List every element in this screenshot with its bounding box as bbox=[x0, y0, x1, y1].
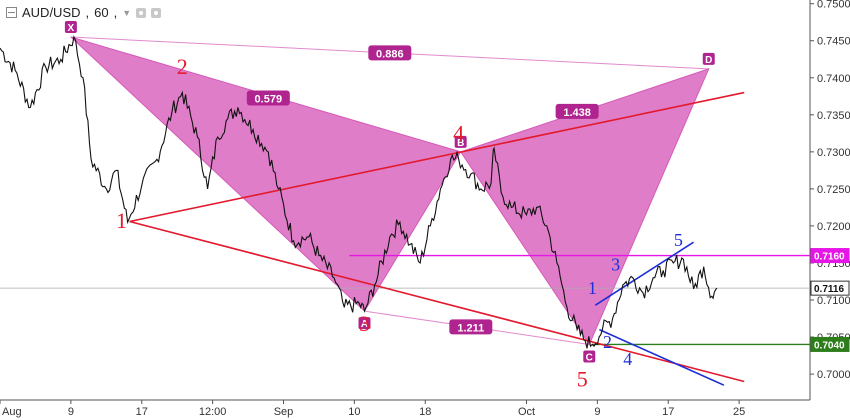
ratio-label: 0.886 bbox=[368, 45, 412, 61]
wave-label-blue: 1 bbox=[588, 278, 597, 298]
pattern-point-bg bbox=[702, 52, 715, 65]
collapse-icon[interactable] bbox=[6, 7, 17, 18]
wave-label-blue: 2 bbox=[603, 332, 612, 352]
y-tick-label: 0.7500 bbox=[817, 0, 850, 11]
pattern-point-text: B bbox=[457, 138, 464, 149]
y-tick-label: 0.7250 bbox=[817, 184, 850, 196]
pattern-point-a: A bbox=[358, 317, 371, 330]
x-tick-label: 12:00 bbox=[199, 406, 227, 418]
pattern-point-text: X bbox=[68, 23, 75, 34]
pattern-triangle-xab bbox=[70, 36, 462, 312]
x-tick-label: Sep bbox=[274, 406, 294, 418]
ratio-label: 1.211 bbox=[449, 319, 493, 335]
x-tick-label: 18 bbox=[419, 406, 431, 418]
wave-label-red: 2 bbox=[177, 54, 188, 79]
pattern-point-bg bbox=[454, 135, 467, 148]
ratio-label: 0.579 bbox=[246, 90, 290, 106]
price-tag: 0.7160 bbox=[810, 248, 850, 264]
price-tag-text: 0.7116 bbox=[814, 284, 844, 295]
x-tick-label: 10 bbox=[348, 406, 360, 418]
x-tick-label: 9 bbox=[594, 406, 600, 418]
x-tick-label: Aug bbox=[2, 406, 22, 418]
pattern-point-text: C bbox=[586, 352, 593, 363]
price-tag-bg bbox=[810, 280, 850, 296]
eye-icon[interactable] bbox=[151, 7, 162, 18]
wave-label-red: 4 bbox=[453, 121, 464, 146]
price-tag-bg bbox=[810, 248, 850, 264]
x-tick-label: 9 bbox=[68, 406, 74, 418]
ratio-label-text: 0.579 bbox=[255, 94, 283, 106]
pattern-point-c: C bbox=[583, 350, 596, 363]
pattern-point-bg bbox=[64, 21, 77, 34]
price-tag-bg bbox=[810, 336, 850, 352]
ratio-label-text: 1.211 bbox=[457, 322, 484, 334]
ratio-label-text: 0.886 bbox=[376, 48, 404, 60]
ratio-label-bg bbox=[449, 319, 493, 335]
trend-line bbox=[599, 328, 725, 386]
wave-label-blue: 4 bbox=[623, 349, 632, 369]
y-tick-label: 0.7100 bbox=[817, 295, 850, 307]
price-series-line bbox=[0, 35, 718, 349]
pattern-point-text: D bbox=[705, 55, 712, 66]
x-tick-label: 17 bbox=[136, 406, 148, 418]
wave-label-blue: 5 bbox=[674, 230, 683, 250]
trend-line bbox=[129, 220, 745, 383]
x-tick-label: Oct bbox=[518, 406, 535, 418]
y-tick-label: 0.7400 bbox=[817, 73, 850, 85]
y-tick-label: 0.7300 bbox=[817, 147, 850, 159]
trend-line bbox=[129, 91, 745, 223]
price-tag: 0.7116 bbox=[810, 280, 850, 296]
ratio-label-text: 1.438 bbox=[563, 107, 591, 119]
interval-label[interactable]: 60 bbox=[94, 5, 109, 20]
wave-label-red: 1 bbox=[116, 208, 127, 233]
y-tick-label: 0.7000 bbox=[817, 369, 850, 381]
settings-icon[interactable] bbox=[136, 7, 147, 18]
ratio-label-bg bbox=[555, 103, 599, 119]
wave-label-blue: 3 bbox=[611, 254, 620, 274]
x-tick-label: 17 bbox=[662, 406, 674, 418]
pattern-point-text: A bbox=[361, 319, 368, 330]
ratio-label: 1.438 bbox=[555, 103, 599, 119]
x-tick-label: 25 bbox=[733, 406, 745, 418]
wave-label-red: 5 bbox=[577, 367, 588, 392]
pattern-point-bg bbox=[358, 317, 371, 330]
chart-header: AUD/USD, 60, ▼ bbox=[6, 5, 162, 20]
pattern-point-x: X bbox=[64, 21, 77, 34]
y-tick-label: 0.7350 bbox=[817, 110, 850, 122]
pattern-point-b: B bbox=[454, 135, 467, 149]
pattern-point-d: D bbox=[702, 52, 715, 66]
chevron-down-icon[interactable]: ▼ bbox=[122, 7, 132, 18]
ratio-label-bg bbox=[246, 90, 290, 106]
ratio-label-bg bbox=[368, 45, 412, 61]
pattern-point-bg bbox=[583, 350, 596, 363]
symbol-label[interactable]: AUD/USD bbox=[22, 5, 81, 20]
trend-line bbox=[594, 241, 694, 306]
price-tag-text: 0.7160 bbox=[814, 252, 845, 263]
wave-label-red: 3 bbox=[359, 311, 370, 336]
price-tag-text: 0.7040 bbox=[814, 340, 845, 351]
y-tick-label: 0.7200 bbox=[817, 221, 850, 233]
price-tag: 0.7040 bbox=[810, 336, 850, 352]
y-tick-label: 0.7450 bbox=[817, 36, 850, 48]
